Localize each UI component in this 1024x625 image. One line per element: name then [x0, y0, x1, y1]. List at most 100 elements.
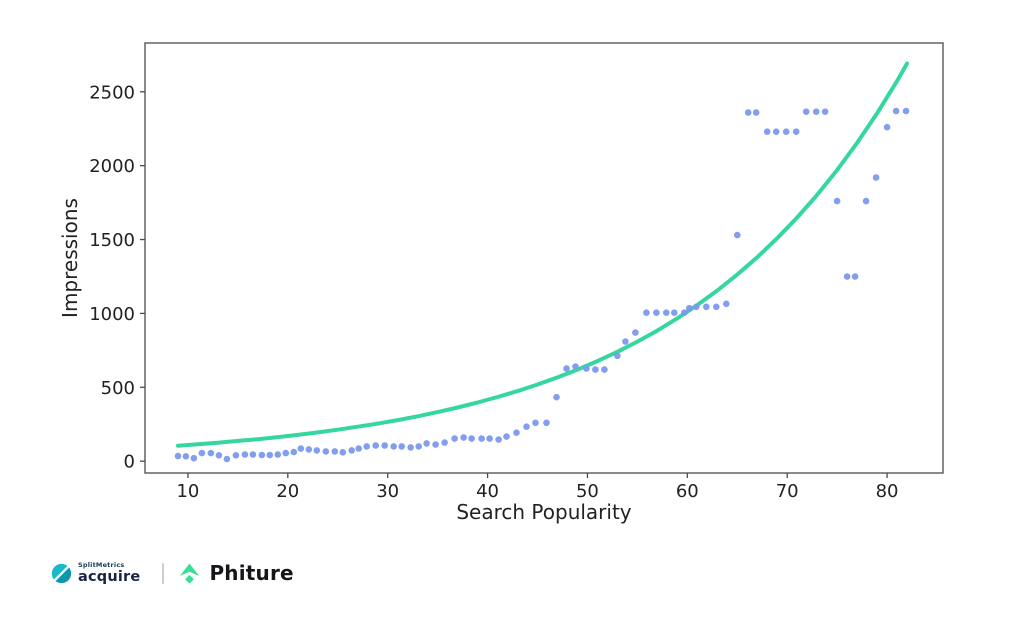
data-point: [772, 128, 780, 135]
data-point: [478, 435, 485, 442]
data-point: [174, 452, 182, 460]
data-point: [215, 452, 223, 459]
splitmetrics-logo: SplitMetrics acquire: [51, 562, 140, 584]
data-point: [872, 174, 880, 181]
data-point: [241, 451, 249, 458]
data-point: [693, 303, 700, 311]
data-point: [843, 273, 851, 280]
data-point: [313, 447, 321, 454]
x-tick-label: 80: [876, 481, 899, 502]
data-point: [348, 447, 356, 454]
data-point: [451, 435, 458, 442]
data-point: [752, 109, 760, 116]
data-point: [902, 107, 910, 115]
data-point: [305, 446, 313, 453]
data-point: [423, 440, 430, 447]
phiture-logo-icon: [180, 562, 200, 584]
data-point: [503, 433, 510, 440]
data-point: [297, 445, 305, 452]
data-point: [381, 442, 389, 449]
footer-logos: SplitMetrics acquire Phiture: [51, 559, 294, 587]
y-tick-label: 0: [124, 452, 135, 473]
splitmetrics-logo-icon: [51, 563, 72, 583]
x-tick-label: 60: [676, 481, 699, 502]
y-tick-label: 1000: [89, 304, 135, 325]
data-point: [266, 451, 274, 459]
data-point: [643, 309, 650, 317]
data-point: [601, 366, 608, 373]
data-point: [851, 273, 859, 280]
data-point: [407, 444, 415, 451]
data-point: [703, 303, 710, 311]
data-point: [583, 365, 590, 372]
x-tick-label: 40: [476, 481, 499, 502]
y-tick-label: 2500: [89, 82, 135, 103]
x-tick-label: 10: [176, 481, 199, 502]
data-point: [713, 303, 720, 311]
data-point: [632, 329, 639, 336]
data-point: [432, 441, 439, 448]
data-point: [763, 128, 771, 135]
plot-border: [144, 42, 944, 474]
data-point: [686, 304, 693, 312]
data-point: [460, 434, 467, 441]
data-point: [190, 454, 198, 462]
phiture-name-text: Phiture: [209, 561, 294, 585]
data-point: [363, 443, 371, 450]
data-point: [734, 231, 741, 239]
x-axis-label: Search Popularity: [456, 500, 631, 524]
data-point: [653, 309, 660, 317]
data-point: [282, 449, 290, 457]
data-point: [681, 309, 688, 317]
data-point: [782, 128, 790, 135]
phiture-logo: Phiture: [178, 561, 294, 585]
data-point: [883, 123, 891, 131]
y-tick-label: 500: [101, 378, 135, 399]
data-point: [663, 309, 670, 317]
data-point: [792, 128, 800, 135]
data-point: [355, 445, 363, 452]
splitmetrics-brand-text: SplitMetrics: [78, 561, 125, 569]
data-point: [441, 439, 448, 446]
x-tick-label: 20: [276, 481, 299, 502]
data-point: [198, 449, 206, 457]
trend-line: [176, 61, 909, 448]
data-point: [249, 451, 257, 458]
x-tick-label: 30: [376, 481, 399, 502]
data-point: [390, 443, 398, 450]
data-point: [572, 363, 579, 370]
data-point: [892, 107, 900, 115]
data-point: [223, 455, 231, 463]
logo-divider: [162, 562, 165, 584]
data-point: [671, 309, 678, 317]
data-point: [622, 338, 629, 345]
data-point: [563, 365, 570, 372]
data-point: [495, 436, 502, 443]
data-point: [592, 366, 599, 373]
data-point: [543, 419, 550, 427]
data-point: [372, 442, 380, 449]
data-point: [523, 423, 530, 431]
data-point: [862, 197, 870, 205]
data-point: [322, 448, 330, 455]
data-point: [274, 451, 282, 458]
data-point: [614, 352, 621, 360]
data-point: [290, 448, 298, 456]
data-point: [468, 435, 475, 442]
data-point: [744, 109, 752, 116]
data-point: [331, 448, 339, 455]
data-point: [821, 108, 829, 115]
data-point: [486, 435, 493, 442]
y-axis-label: Impressions: [58, 198, 82, 318]
x-tick-label: 50: [576, 481, 599, 502]
chart-generated: 10 20 30 40 50 60 70 80 0 500 1000 1500 2000 2500: [89, 42, 944, 502]
data-point: [339, 449, 347, 456]
data-point: [833, 197, 841, 205]
data-point: [258, 451, 266, 459]
y-tick-label: 2000: [89, 156, 135, 177]
data-point: [398, 443, 406, 450]
data-point: [532, 419, 539, 427]
data-point: [812, 108, 820, 115]
